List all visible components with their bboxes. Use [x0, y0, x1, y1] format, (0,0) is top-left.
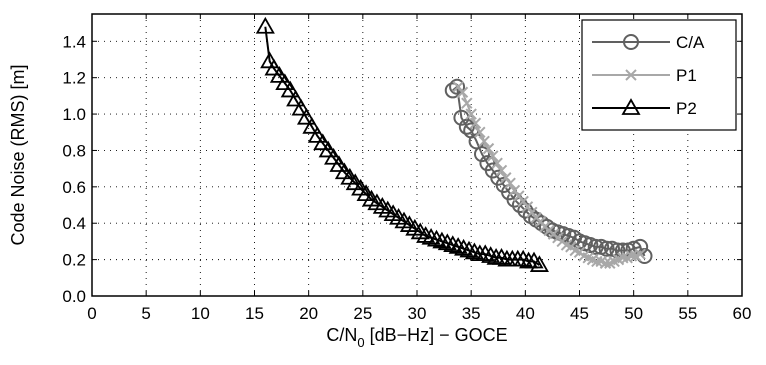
data-point-p2	[454, 238, 474, 256]
data-point-p2	[329, 155, 349, 172]
data-point-p2	[416, 226, 436, 243]
data-point-p2	[269, 66, 289, 83]
data-point-p1	[599, 257, 612, 269]
data-point-p2	[464, 242, 484, 260]
legend-label-p2: P2	[676, 99, 697, 118]
data-point-p1	[478, 135, 490, 148]
x-tick-label: 25	[353, 304, 372, 323]
data-point-p1	[491, 157, 503, 169]
data-point-p2	[437, 233, 457, 251]
x-tick-label: 50	[624, 304, 643, 323]
x-tick-label: 45	[570, 304, 589, 323]
y-tick-label: 1.2	[62, 69, 86, 88]
x-axis-label-rest: [dB−Hz] − GOCE	[365, 325, 508, 345]
data-point-c-a	[458, 118, 475, 135]
data-point-p2	[313, 133, 333, 151]
legend-entry-p2: P2	[592, 98, 697, 118]
data-point-p2	[286, 89, 306, 107]
data-point-p2	[307, 126, 327, 143]
data-point-p2	[318, 140, 338, 158]
y-tick-label: 0.8	[62, 141, 86, 160]
series-p1	[452, 81, 646, 269]
y-tick-label: 0.4	[62, 214, 86, 233]
legend-marker-p1	[625, 69, 637, 81]
x-tick-label: 60	[733, 304, 752, 323]
data-point-p2	[529, 255, 549, 272]
legend-label-p1: P1	[676, 66, 697, 85]
series-p2	[255, 16, 549, 272]
data-point-p2	[324, 147, 344, 165]
legend-entry-p1: P1	[592, 66, 697, 85]
series-c-a	[444, 78, 653, 264]
x-tick-label: 15	[245, 304, 264, 323]
data-point-p1	[504, 177, 516, 189]
legend-marker-p2	[621, 98, 641, 115]
y-tick-label: 0.6	[62, 178, 86, 197]
data-point-p1	[461, 97, 473, 109]
legend-marker-c-a	[623, 34, 639, 50]
data-point-c-a	[474, 146, 490, 163]
data-point-c-a	[449, 78, 466, 95]
data-point-p2	[302, 116, 322, 134]
data-point-p2	[421, 227, 441, 245]
legend-label-c-a: C/A	[676, 33, 705, 52]
legend-entry-c-a: C/A	[592, 33, 705, 52]
data-point-p1	[482, 142, 495, 155]
data-point-p2	[426, 229, 447, 247]
data-point-p2	[280, 80, 300, 98]
x-tick-label: 5	[141, 304, 150, 323]
y-axis-ticks: 0.0 0.2 0.4 0.6 0.8 1.0 1.2 1.4	[62, 32, 742, 306]
data-point-p2	[443, 235, 463, 252]
data-point-p1	[487, 150, 499, 162]
data-point-p2	[432, 231, 452, 249]
data-point-p1	[625, 250, 638, 262]
x-tick-label: 30	[408, 304, 427, 323]
data-point-p1	[617, 252, 629, 264]
x-tick-label: 0	[87, 304, 96, 323]
data-point-p1	[495, 164, 508, 177]
y-tick-label: 1.0	[62, 105, 86, 124]
data-point-p1	[469, 117, 482, 129]
data-point-c-a	[587, 238, 604, 255]
data-point-p2	[475, 244, 495, 262]
data-point-p1	[456, 86, 469, 98]
data-point-p1	[474, 126, 486, 138]
legend: C/A P1 P2	[581, 19, 737, 131]
data-point-p2	[255, 16, 275, 34]
data-point-p2	[264, 58, 284, 76]
data-point-p2	[481, 246, 501, 263]
data-point-p2	[291, 98, 311, 116]
x-axis-ticks: 0 5 10 15 20 25 30 35 40 45 50 55 60	[87, 14, 751, 323]
data-point-p1	[591, 255, 603, 268]
x-axis-label-subscript: 0	[357, 335, 364, 350]
data-point-p2	[491, 247, 512, 265]
x-tick-label: 40	[516, 304, 535, 323]
x-tick-label: 20	[299, 304, 318, 323]
x-axis-label-main: C/N	[326, 325, 357, 345]
plot-series	[255, 16, 653, 272]
x-axis-label: C/N0 [dB−Hz] − GOCE	[326, 325, 507, 350]
data-point-p2	[275, 73, 295, 91]
y-axis-label: Code Noise (RMS) [m]	[8, 64, 28, 245]
data-point-p2	[448, 237, 468, 254]
data-point-p2	[513, 249, 533, 267]
y-tick-label: 0.0	[62, 287, 86, 306]
x-tick-label: 55	[678, 304, 697, 323]
y-tick-label: 1.4	[62, 32, 86, 51]
x-tick-label: 10	[191, 304, 210, 323]
x-tick-label: 35	[462, 304, 481, 323]
y-tick-label: 0.2	[62, 251, 86, 270]
data-point-c-a	[598, 240, 615, 257]
data-point-p2	[459, 240, 479, 258]
data-point-p1	[634, 248, 646, 260]
data-point-p2	[296, 107, 317, 125]
data-point-p1	[465, 108, 477, 120]
